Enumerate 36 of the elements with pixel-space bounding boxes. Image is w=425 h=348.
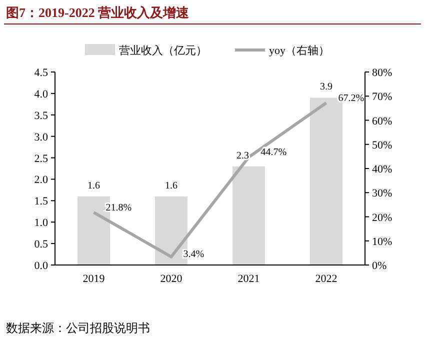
data-label: 67.2%	[338, 92, 364, 104]
data-label: 21.8%	[106, 202, 132, 214]
y-tick-label: 1.5	[34, 196, 48, 208]
data-label: 44.7%	[260, 147, 287, 158]
y2-tick-label: 30%	[372, 188, 392, 200]
chart-title: 图7：2019-2022 营业收入及增速	[6, 5, 190, 20]
x-tick-label: 2019	[82, 273, 106, 285]
y-tick-label: 4.0	[34, 88, 48, 100]
y2-tick-label: 80%	[372, 67, 392, 79]
y-tick-label: 1.0	[34, 217, 48, 230]
bar	[232, 166, 266, 265]
y-tick-label: 3.5	[34, 110, 48, 122]
data-label: 3.4%	[183, 248, 204, 260]
y-tick-label: 2.0	[34, 174, 48, 186]
y2-tick-label: 40%	[372, 164, 392, 176]
data-label: 3.9	[320, 82, 332, 93]
y2-tick-label: 70%	[372, 91, 392, 104]
x-tick-label: 2020	[160, 273, 183, 285]
data-label: 1.6	[165, 180, 178, 192]
y2-tick-label: 10%	[372, 236, 392, 248]
y-tick-label: 2.5	[34, 152, 48, 165]
data-label: 2.3	[236, 150, 249, 162]
y-tick-label: 4.5	[34, 67, 48, 79]
y2-tick-label: 50%	[372, 139, 392, 152]
y-tick-label: 0.5	[34, 238, 48, 251]
legend-label: yoy（右轴）	[269, 44, 330, 57]
data-label: 1.6	[88, 180, 100, 192]
x-tick-label: 2021	[238, 273, 260, 285]
y2-tick-label: 20%	[372, 212, 392, 224]
y-tick-label: 3.0	[34, 131, 48, 144]
x-tick-label: 2022	[315, 273, 338, 285]
y2-tick-label: 0%	[372, 260, 387, 272]
legend-label: 营业收入（亿元）	[119, 44, 207, 57]
y2-tick-label: 60%	[372, 115, 392, 128]
y-tick-label: 0.0	[34, 260, 48, 272]
source-note: 数据来源：公司招股说明书	[6, 321, 150, 335]
